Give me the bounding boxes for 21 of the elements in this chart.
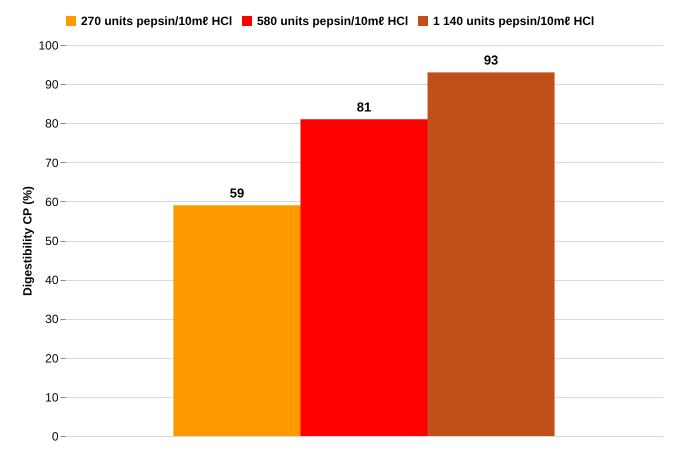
bar [173,205,300,436]
bar [300,119,428,436]
legend-label: 1 140 units pepsin/10mℓ HCl [433,14,594,28]
y-tick-label: 50 [45,234,59,248]
data-label: 93 [484,52,498,68]
data-label: 81 [356,99,372,114]
y-tick-label: 70 [45,156,59,170]
bar [428,72,555,436]
y-tick-label: 60 [45,194,59,209]
y-tick-label: 40 [45,273,59,288]
y-tick-label: 100 [38,38,59,52]
y-tick-label: 20 [45,351,59,366]
y-tick-label: 80 [45,116,59,131]
y-tick-label: 10 [45,390,59,404]
legend-label: 580 units pepsin/10mℓ HCl [257,14,408,28]
y-tick-label: 30 [45,312,59,326]
legend-label: 270 units pepsin/10mℓ HCl [81,14,232,28]
y-tick-label: 90 [45,78,59,92]
data-label: 59 [230,185,244,200]
y-axis-title: Digestibility CP (%) [20,186,34,296]
y-tick-label: 0 [52,430,59,444]
